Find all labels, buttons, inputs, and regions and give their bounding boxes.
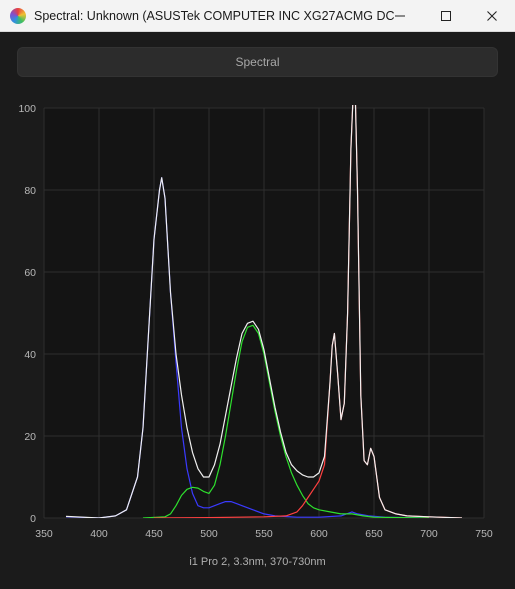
x-tick-label: 350: [35, 528, 53, 540]
y-tick-label: 60: [24, 267, 36, 279]
x-tick-label: 750: [475, 528, 493, 540]
close-button[interactable]: [469, 0, 515, 31]
x-tick-label: 700: [420, 528, 438, 540]
app-logo-icon: [10, 7, 26, 24]
maximize-button[interactable]: [423, 0, 469, 31]
close-icon: [487, 10, 497, 21]
window-title: Spectral: Unknown (ASUSTek COMPUTER INC …: [34, 8, 394, 23]
x-tick-label: 500: [200, 528, 218, 540]
y-tick-label: 40: [24, 349, 36, 361]
y-tick-label: 80: [24, 185, 36, 197]
y-tick-label: 100: [18, 103, 36, 115]
x-tick-label: 450: [145, 528, 163, 540]
x-tick-label: 600: [310, 528, 328, 540]
x-tick-label: 550: [255, 528, 273, 540]
minimize-icon: [395, 15, 405, 16]
white-spectrum-line: [65, 105, 463, 518]
title-bar[interactable]: Spectral: Unknown (ASUSTek COMPUTER INC …: [0, 0, 515, 32]
instrument-caption: i1 Pro 2, 3.3nm, 370-730nm: [189, 556, 326, 568]
x-tick-label: 400: [90, 528, 108, 540]
spectral-chart: 350 400 450 500 550 600 650 700 750 0 20 40 60 80 100: [0, 95, 515, 589]
maximize-icon: [441, 10, 451, 21]
window-controls: [377, 0, 515, 31]
spectral-plot: 350 400 450 500 550 600 650 700 750 0 20 40 60 80 100: [18, 103, 493, 540]
spectral-view-button[interactable]: Spectral: [17, 47, 498, 77]
green-spectrum-line: [142, 324, 430, 518]
y-tick-label: 20: [24, 431, 36, 443]
x-tick-label: 650: [365, 528, 383, 540]
y-tick-label: 0: [30, 513, 36, 525]
minimize-button[interactable]: [377, 0, 423, 31]
